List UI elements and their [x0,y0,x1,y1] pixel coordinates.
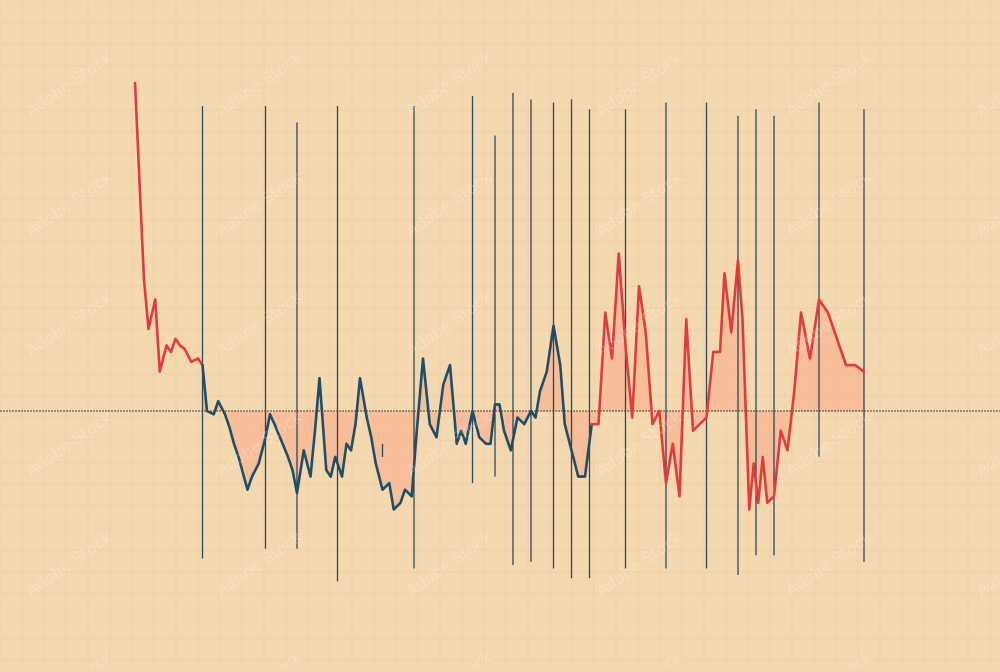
stock-id-label: 892735664 [10,5,34,672]
